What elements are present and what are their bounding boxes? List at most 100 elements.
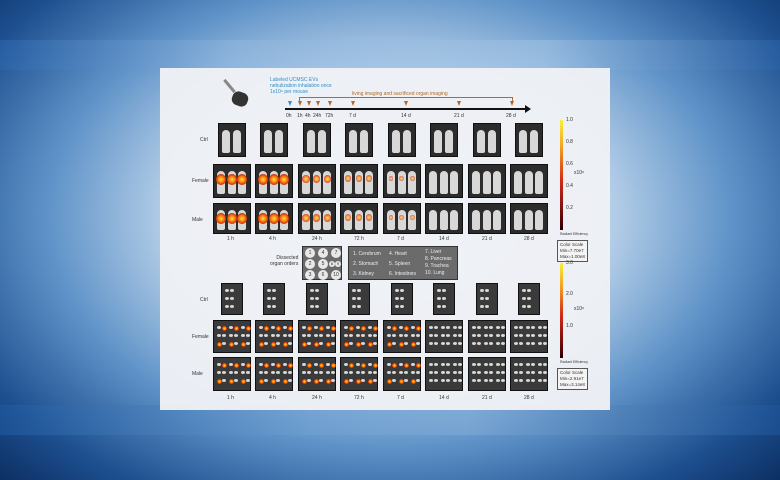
organ-image <box>340 357 378 391</box>
organ-specimen <box>522 289 526 292</box>
timeline-marker-arrow <box>457 101 461 106</box>
mouse-silhouette <box>275 130 283 153</box>
timeline-tick-label: 0h <box>286 113 292 119</box>
organ-specimen <box>543 326 547 329</box>
organ-specimen <box>230 305 234 308</box>
fluorescence-signal <box>409 175 415 181</box>
fluorescence-signal <box>355 175 362 182</box>
organ-specimen <box>315 289 319 292</box>
organ-number: 2 <box>305 259 315 269</box>
organ-image <box>425 320 463 353</box>
organ-specimen <box>217 371 221 374</box>
fluorescence-signal <box>268 213 279 224</box>
organ-legend-item: 8. Pancreas <box>425 256 452 262</box>
organ-specimen <box>531 334 535 337</box>
organ-specimen <box>272 297 276 300</box>
color-scale-tick: 0.2 <box>566 205 573 211</box>
organ-fluorescence <box>344 342 349 347</box>
color-scale-tick: 1.0 <box>566 117 573 123</box>
whole-body-image <box>260 123 288 157</box>
mouse-silhouette <box>493 210 502 230</box>
timepoint-label: 24 h <box>312 236 322 242</box>
organ-specimen <box>234 379 238 382</box>
organ-specimen <box>392 342 396 345</box>
timeline-marker-arrow <box>510 101 514 106</box>
color-scale-box: Color Scale Min=7.70e7 Max=1.00e8 <box>557 240 588 262</box>
organ-fluorescence <box>314 342 319 347</box>
organ-specimen <box>387 371 391 374</box>
organ-specimen <box>326 363 330 366</box>
timeline-marker-arrow <box>351 101 355 106</box>
organ-fluorescence <box>234 326 239 331</box>
color-scale-tick: 3.0 <box>566 260 573 266</box>
organ-specimen <box>522 305 526 308</box>
organ-specimen <box>489 334 493 337</box>
fluorescence-signal <box>237 174 248 185</box>
organ-specimen <box>259 363 263 366</box>
organ-specimen <box>314 371 318 374</box>
organ-image <box>468 320 506 353</box>
organ-fluorescence <box>283 379 288 384</box>
whole-body-image <box>468 164 506 198</box>
organ-fluorescence <box>271 379 276 384</box>
organ-specimen <box>446 334 450 337</box>
fluorescence-signal <box>399 175 404 181</box>
organ-specimen <box>477 342 481 345</box>
organ-specimen <box>453 371 457 374</box>
organ-specimen <box>526 334 530 337</box>
nebulizer-icon <box>223 78 236 94</box>
organ-legend-item: 9. Trachea <box>425 263 449 269</box>
fluorescence-signal <box>257 213 269 224</box>
organ-specimen <box>229 334 233 337</box>
organ-number: 10 <box>331 270 341 280</box>
mouse-silhouette <box>472 171 480 194</box>
organ-specimen <box>310 305 314 308</box>
timeline-tick-label: 1h <box>297 113 303 119</box>
organ-specimen <box>484 334 488 337</box>
organ-number: 3 <box>305 270 315 280</box>
whole-body-image <box>213 203 251 234</box>
organ-specimen <box>361 342 365 345</box>
organ-image <box>255 357 293 391</box>
organ-specimen <box>400 305 404 308</box>
fluorescence-signal <box>215 174 227 185</box>
organ-specimen <box>441 342 445 345</box>
organ-specimen <box>538 379 542 382</box>
organ-fluorescence <box>246 326 251 331</box>
organ-fluorescence <box>259 379 264 384</box>
timepoint-label: 1 h <box>227 395 234 401</box>
organ-legend-item: 6. Intestines <box>389 271 416 277</box>
organ-fluorescence <box>217 342 222 347</box>
organ-specimen <box>514 379 518 382</box>
organ-image <box>213 320 251 353</box>
mouse-silhouette <box>392 130 400 153</box>
organ-image <box>476 283 498 315</box>
organ-specimen <box>276 371 280 374</box>
organ-specimen <box>331 342 335 345</box>
color-scale-tick: 1.0 <box>566 322 573 329</box>
organ-specimen <box>531 326 535 329</box>
organ-specimen <box>496 326 500 329</box>
timeline-marker-arrow <box>316 101 320 106</box>
organ-specimen <box>344 326 348 329</box>
fluorescence-signal <box>226 174 237 185</box>
organ-fluorescence <box>344 379 349 384</box>
whole-body-image <box>255 164 293 198</box>
fluorescence-signal <box>237 213 248 224</box>
organ-image <box>348 283 370 315</box>
whole-body-image <box>383 203 421 234</box>
organ-specimen <box>222 342 226 345</box>
organ-specimen <box>349 334 353 337</box>
organ-fluorescence <box>361 326 366 331</box>
organ-specimen <box>246 379 250 382</box>
organ-fluorescence <box>404 326 409 331</box>
organ-specimen <box>526 363 530 366</box>
organ-specimen <box>480 305 484 308</box>
organ-fluorescence <box>276 363 281 368</box>
timepoint-label: 21 d <box>482 236 492 242</box>
organ-fluorescence <box>314 379 319 384</box>
whole-body-image <box>303 123 331 157</box>
organ-specimen <box>496 363 500 366</box>
organ-fluorescence <box>392 326 397 331</box>
organ-specimen <box>241 371 245 374</box>
